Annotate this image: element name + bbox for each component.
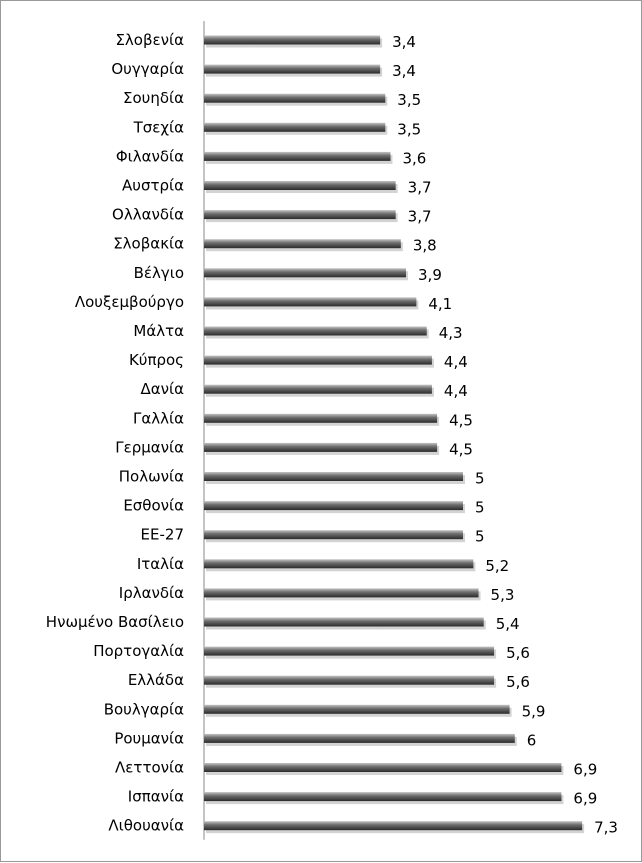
category-label: Δανία: [141, 380, 185, 398]
category-label: Πορτογαλία: [93, 642, 184, 660]
bar: [204, 326, 427, 336]
value-label: 5: [475, 470, 485, 488]
category-label: Ιρλανδία: [119, 584, 184, 602]
category-label: Βουλγαρία: [104, 700, 184, 718]
category-labels-group: Σλοβενία Ουγγαρία Σουηδία Τσεχία Φιλανδία Αυσ…: [46, 31, 184, 835]
bar: [204, 821, 583, 831]
category-label: Βέλγιο: [134, 264, 184, 282]
bar: [204, 704, 510, 714]
bar: [204, 210, 396, 220]
category-label: Ελλάδα: [128, 671, 184, 689]
category-label: Γερμανία: [115, 438, 184, 456]
value-label: 5,9: [522, 702, 546, 720]
category-label: ΕΕ-27: [141, 526, 184, 544]
value-label: 3,8: [413, 237, 437, 255]
category-label: Κύπρος: [129, 351, 184, 369]
value-label: 4,3: [439, 324, 463, 342]
category-label: Σλοβακία: [113, 235, 184, 253]
value-label: 6,9: [573, 761, 597, 779]
value-label: 3,7: [408, 208, 432, 226]
bar: [204, 151, 391, 161]
bar: [204, 792, 562, 802]
value-label: 4,1: [428, 295, 452, 313]
value-label: 6: [527, 731, 537, 749]
category-label: Ολλανδία: [112, 206, 184, 224]
value-label: 5,6: [506, 673, 530, 691]
bar: [204, 239, 401, 249]
bar: [204, 675, 495, 685]
category-label: Λεττονία: [115, 759, 184, 777]
category-label: Εσθονία: [123, 497, 184, 515]
bar: [204, 64, 381, 74]
value-label: 3,9: [418, 266, 442, 284]
bar: [204, 588, 479, 598]
value-labels-group: 3,4 3,4 3,5 3,5 3,6 3,7 3,7 3,8 3,9 4,1 4,3 4,4 4,4 4…: [392, 33, 618, 837]
bar: [204, 384, 432, 394]
bar: [204, 763, 562, 772]
bar: [204, 530, 463, 540]
category-label: Γαλλία: [133, 409, 184, 427]
value-label: 3,5: [397, 91, 421, 109]
category-label: Λιθουανία: [108, 817, 184, 835]
category-label: Μάλτα: [133, 322, 184, 340]
category-label: Αυστρία: [122, 177, 184, 195]
value-label: 4,5: [449, 411, 473, 429]
value-label: 7,3: [594, 819, 618, 837]
bar: [204, 268, 407, 278]
category-label: Τσεχία: [133, 118, 185, 136]
bar: [204, 617, 484, 627]
category-label: Ηνωμένο Βασίλειο: [46, 613, 184, 631]
value-label: 3,5: [397, 120, 421, 138]
value-label: 3,4: [392, 33, 416, 51]
category-label: Ουγγαρία: [111, 60, 184, 78]
category-label: Πολωνία: [119, 468, 184, 486]
bar: [204, 442, 438, 452]
bar: [204, 472, 463, 481]
bar: [204, 501, 463, 511]
category-label: Ιταλία: [137, 555, 184, 573]
value-label: 5,6: [506, 644, 530, 662]
category-label: Ισπανία: [128, 788, 184, 806]
bars-group: [204, 35, 585, 834]
value-label: 3,7: [408, 179, 432, 197]
value-label: 3,6: [402, 149, 426, 167]
bar: [204, 122, 386, 132]
category-label: Ρουμανία: [114, 729, 184, 747]
bar: [204, 355, 432, 365]
value-label: 5,4: [496, 615, 520, 633]
bar: [204, 181, 396, 190]
category-label: Λουξεμβούργο: [75, 293, 184, 311]
value-label: 5: [475, 528, 485, 546]
category-label: Σλοβενία: [115, 31, 184, 49]
category-label: Φιλανδία: [116, 147, 184, 165]
value-label: 5,2: [485, 557, 509, 575]
bar: [204, 646, 495, 656]
value-label: 5: [475, 499, 485, 517]
value-label: 4,4: [444, 382, 468, 400]
value-label: 6,9: [573, 790, 597, 808]
value-label: 5,3: [491, 586, 515, 604]
bar: [204, 413, 438, 423]
bar: [204, 35, 381, 45]
bar: [204, 733, 515, 743]
value-label: 4,5: [449, 440, 473, 458]
value-label: 3,4: [392, 62, 416, 80]
bar: [204, 297, 417, 307]
bar: [204, 93, 386, 103]
category-label: Σουηδία: [123, 89, 184, 107]
bar: [204, 559, 474, 569]
value-label: 4,4: [444, 353, 468, 371]
